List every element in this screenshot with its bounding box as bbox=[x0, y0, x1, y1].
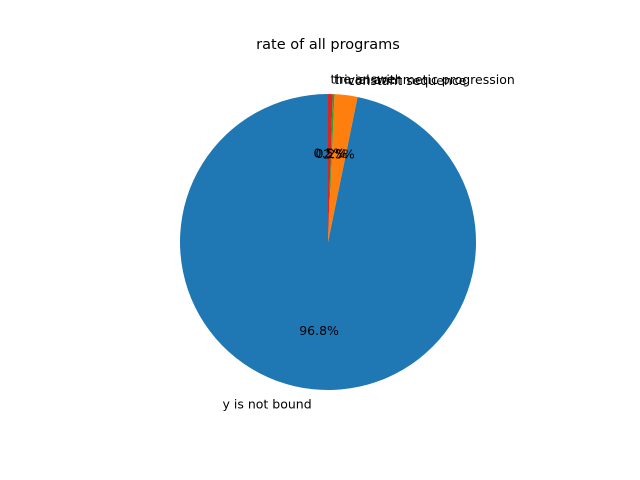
slice-label-3: the answer bbox=[331, 72, 401, 87]
slice-percent-3: 0.5% bbox=[314, 146, 346, 161]
slice-label-0: y is not bound bbox=[223, 396, 312, 411]
slice-label-2: trivial arithmetic progression bbox=[334, 72, 515, 87]
pie-slice-0 bbox=[180, 94, 477, 390]
pie-slice-1 bbox=[328, 94, 358, 242]
slice-percent-0: 96.8% bbox=[299, 323, 339, 338]
slice-percent-1: 2.5% bbox=[323, 146, 355, 161]
chart-title: rate of all programs bbox=[256, 37, 400, 53]
pie-slice-3 bbox=[328, 93, 333, 242]
slices-layer bbox=[180, 93, 477, 390]
labels-layer: y is not bound 96.8% constant sequence 2.5%… bbox=[223, 72, 515, 412]
slice-label-1: constant sequence bbox=[348, 73, 467, 88]
slice-percent-2: 0.2% bbox=[315, 146, 347, 161]
pie-slice-2 bbox=[328, 94, 335, 242]
